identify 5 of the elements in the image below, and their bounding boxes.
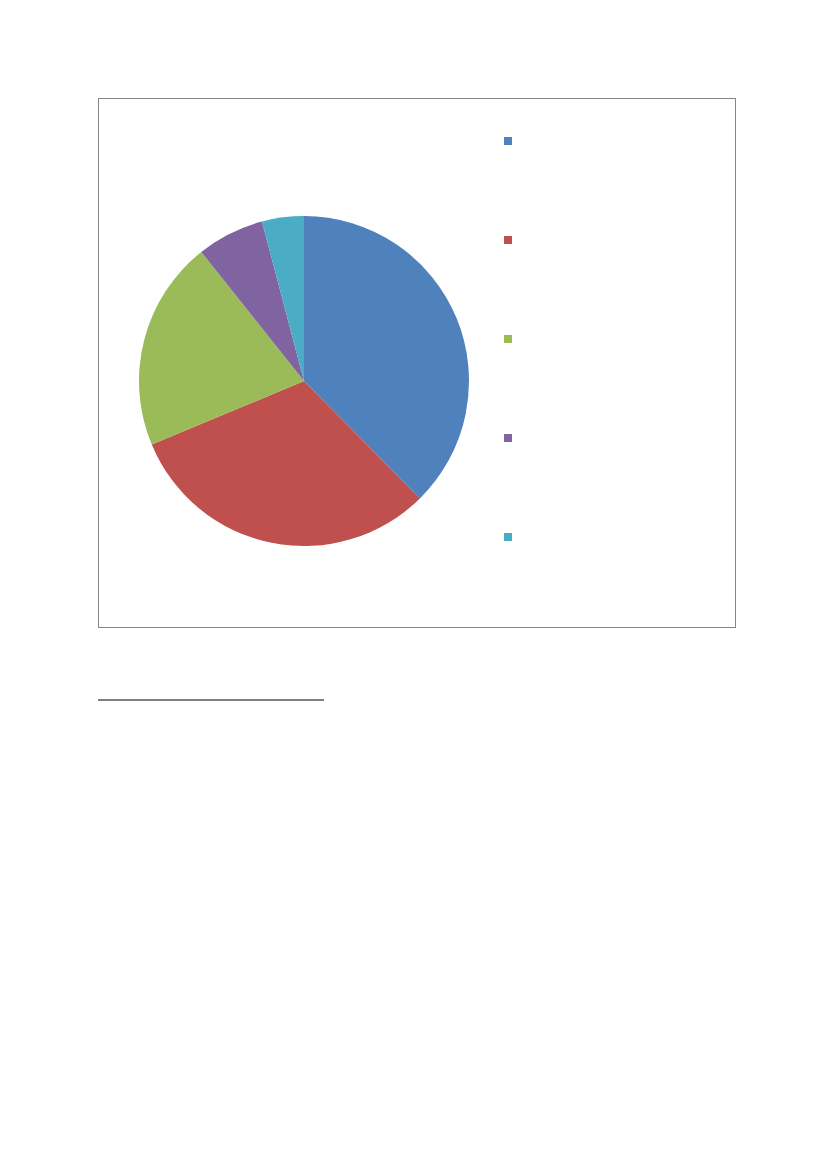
- pie-slice: [201, 221, 304, 381]
- pie-slice: [304, 216, 469, 499]
- pie-slice: [261, 216, 304, 381]
- pie-slice: [151, 381, 420, 546]
- pie-slice: [139, 251, 304, 445]
